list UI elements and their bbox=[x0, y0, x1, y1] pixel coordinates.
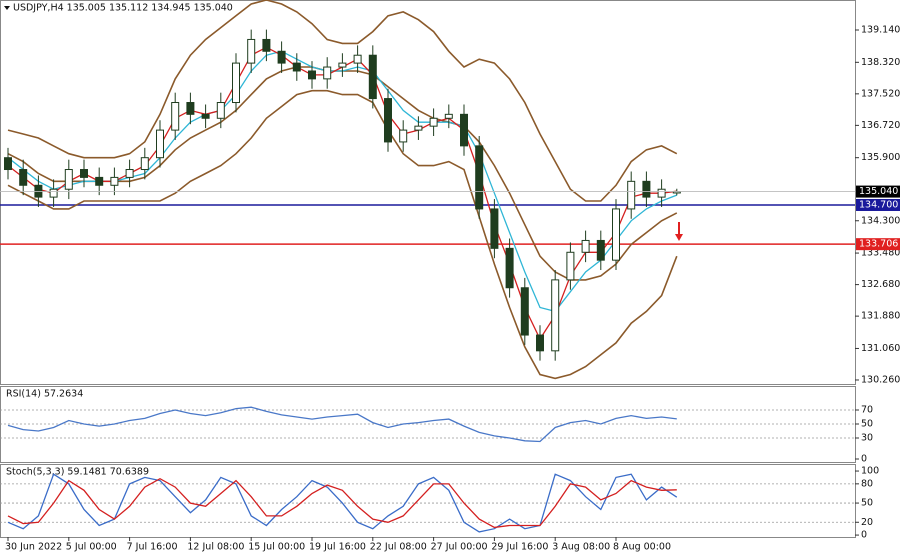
indicator-line bbox=[7, 473, 678, 533]
x-tick-label: 27 Jul 00:00 bbox=[431, 542, 488, 553]
candle-body bbox=[49, 188, 58, 198]
y-tick-label: 135.900 bbox=[861, 152, 900, 163]
candle-body bbox=[308, 70, 316, 80]
y-tick-label: 138.320 bbox=[861, 57, 900, 68]
y-tick-label: 30 bbox=[861, 432, 873, 443]
x-tick-label: 7 Jul 16:00 bbox=[127, 542, 178, 553]
candle-body bbox=[520, 287, 529, 336]
candle-body bbox=[429, 117, 438, 127]
x-tick-label: 3 Aug 08:00 bbox=[552, 542, 610, 553]
candle-body bbox=[657, 188, 666, 198]
candle-body bbox=[460, 113, 468, 147]
menu-triangle bbox=[4, 6, 10, 10]
level-label-box bbox=[856, 198, 900, 211]
y-tick-label: 130.260 bbox=[861, 374, 900, 385]
candle-body bbox=[384, 98, 392, 143]
candle-body bbox=[627, 180, 636, 210]
y-tick-label: 139.140 bbox=[861, 24, 900, 35]
indicator-line bbox=[7, 406, 677, 443]
candle-body bbox=[581, 239, 590, 253]
candle-body bbox=[247, 38, 256, 64]
candle-body bbox=[399, 129, 408, 143]
x-tick-label: 19 Jul 16:00 bbox=[309, 542, 366, 553]
candle-body bbox=[186, 102, 195, 115]
y-tick-label: 137.520 bbox=[861, 88, 900, 99]
candle-body bbox=[323, 66, 332, 80]
candle-body bbox=[353, 54, 362, 64]
level-label: 133.706 bbox=[859, 239, 898, 250]
main-panel bbox=[0, 0, 856, 385]
candle-body bbox=[19, 169, 28, 186]
stoch-panel bbox=[0, 464, 856, 538]
candle-body bbox=[232, 62, 240, 104]
indicator-line bbox=[7, 477, 677, 529]
candle-body bbox=[596, 239, 605, 261]
x-tick-label: 12 Jul 08:00 bbox=[187, 542, 244, 553]
candle-body bbox=[125, 169, 134, 178]
candle-body bbox=[414, 125, 423, 131]
y-tick-label: 50 bbox=[861, 419, 873, 430]
y-tick-label: 100 bbox=[861, 466, 879, 477]
candle-body bbox=[551, 279, 560, 352]
candle-body bbox=[536, 334, 544, 352]
candle-body bbox=[612, 208, 620, 261]
candle-body bbox=[156, 129, 164, 159]
y-tick-label: 50 bbox=[861, 498, 873, 509]
candle-body bbox=[338, 62, 347, 68]
level-label: 134.700 bbox=[859, 199, 898, 210]
candle-body bbox=[4, 157, 12, 171]
level-label-box bbox=[856, 238, 900, 251]
y-tick-label: 80 bbox=[861, 478, 873, 489]
y-tick-label: 136.720 bbox=[861, 120, 900, 131]
y-tick-label: 0 bbox=[861, 453, 867, 464]
price-label-box bbox=[856, 185, 900, 198]
y-tick-label: 20 bbox=[861, 517, 873, 528]
candle-body bbox=[95, 176, 104, 186]
y-tick-label: 131.880 bbox=[861, 311, 900, 322]
panel-title: RSI(14) 57.2634 bbox=[6, 389, 83, 400]
down-arrow bbox=[675, 222, 683, 241]
candle-body bbox=[201, 113, 210, 119]
x-tick-label: 5 Jul 00:00 bbox=[66, 542, 117, 553]
candle-body bbox=[140, 157, 149, 171]
candle-body bbox=[475, 145, 484, 210]
candle-body bbox=[262, 38, 271, 52]
candle-body bbox=[444, 113, 453, 119]
candle-body bbox=[368, 54, 377, 100]
x-tick-label: 30 Jun 2022 bbox=[5, 542, 62, 553]
candle-body bbox=[277, 50, 286, 64]
y-tick-label: 132.680 bbox=[861, 279, 900, 290]
y-tick-label: 134.300 bbox=[861, 215, 900, 226]
candle-body bbox=[216, 102, 225, 119]
panel-title: Stoch(5,3,3) 59.1481 70.6389 bbox=[6, 467, 149, 478]
y-tick-label: 133.480 bbox=[861, 248, 900, 259]
candle-body bbox=[64, 169, 73, 190]
x-tick-label: 22 Jul 08:00 bbox=[370, 542, 427, 553]
y-tick-label: 0 bbox=[861, 530, 867, 541]
price-label: 135.040 bbox=[859, 186, 898, 197]
y-tick-label: 70 bbox=[861, 405, 873, 416]
x-tick-label: 8 Aug 00:00 bbox=[613, 542, 671, 553]
x-tick-label: 15 Jul 00:00 bbox=[248, 542, 305, 553]
indicator-line bbox=[7, 89, 678, 380]
candle-body bbox=[642, 180, 651, 198]
candle-body bbox=[566, 251, 575, 281]
candle-body bbox=[171, 102, 180, 131]
y-tick-label: 131.060 bbox=[861, 343, 900, 354]
candle-body bbox=[505, 247, 514, 289]
candle-body bbox=[490, 208, 499, 249]
candle-body bbox=[80, 169, 88, 178]
panel-title: USDJPY,H4 135.005 135.112 134.945 135.04… bbox=[13, 3, 233, 14]
x-tick-label: 29 Jul 16:00 bbox=[491, 542, 548, 553]
candle-body bbox=[110, 176, 119, 186]
candle-body bbox=[292, 62, 301, 72]
indicator-line bbox=[7, 0, 678, 202]
